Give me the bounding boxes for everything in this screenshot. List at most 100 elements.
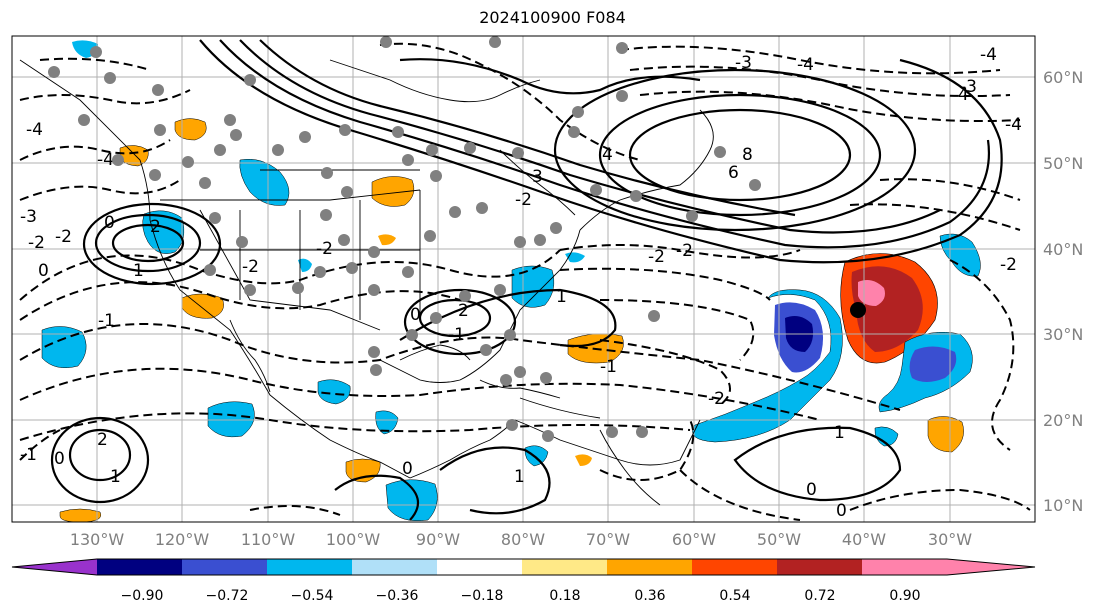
station-marker	[500, 374, 512, 386]
lat-tick-label: 10°N	[1043, 496, 1083, 515]
colorbar-segment	[777, 559, 863, 575]
colorbar-segment	[522, 559, 608, 575]
station-marker	[406, 329, 418, 341]
colorbar-outline	[11, 558, 1036, 576]
contour-label: 0	[402, 459, 413, 479]
station-marker	[314, 266, 326, 278]
storm-center-marker	[850, 302, 866, 318]
colorbar-tick-label: −0.54	[291, 588, 334, 604]
station-marker	[224, 114, 236, 126]
contour-labels: -2 -2 -4 0 -2 -2 2 1 0 -1 2 1 0 2 3 4 6 …	[20, 45, 1022, 521]
contour-label: 8	[742, 145, 753, 165]
contour-label: 4	[602, 145, 613, 165]
colorbar: −0.90 −0.72 −0.54 −0.36 −0.18 0.18 0.36 …	[11, 558, 1036, 604]
station-marker	[489, 36, 501, 48]
graticule	[12, 36, 1035, 522]
colorbar-tick-label: 0.18	[549, 588, 580, 604]
contour-label: -1	[600, 357, 617, 377]
station-marker	[714, 146, 726, 158]
contour-label: -4	[797, 55, 814, 75]
station-marker	[149, 169, 161, 181]
station-marker	[299, 131, 311, 143]
station-markers	[48, 36, 761, 442]
latitude-axis: 60°N 50°N 40°N 30°N 20°N 10°N	[1043, 68, 1083, 515]
station-marker	[368, 246, 380, 258]
station-marker	[550, 222, 562, 234]
colorbar-segment	[97, 559, 183, 575]
station-marker	[320, 209, 332, 221]
contour-label: -2	[242, 257, 259, 277]
contour-label: 0	[806, 480, 817, 500]
station-marker	[90, 46, 102, 58]
station-marker	[341, 186, 353, 198]
colorbar-segment	[352, 559, 438, 575]
lat-tick-label: 60°N	[1043, 68, 1083, 87]
station-marker	[449, 206, 461, 218]
station-marker	[78, 114, 90, 126]
station-marker	[380, 36, 392, 48]
station-marker	[514, 366, 526, 378]
colorbar-tick-label: 0.72	[804, 588, 835, 604]
contour-label: 1	[133, 261, 144, 281]
lon-tick-label: 40°W	[842, 530, 886, 549]
colorbar-segment	[692, 559, 778, 575]
contour-label: -1	[98, 311, 115, 331]
lon-tick-label: 90°W	[416, 530, 460, 549]
colorbar-tick-label: −0.18	[461, 588, 504, 604]
station-marker	[48, 66, 60, 78]
contour-label: -2	[1000, 255, 1017, 275]
contour-label: -3	[20, 207, 37, 227]
contour-label: 2	[458, 301, 469, 321]
station-marker	[590, 184, 602, 196]
lon-tick-label: 100°W	[326, 530, 381, 549]
station-marker	[214, 144, 226, 156]
contour-label: -2	[28, 233, 45, 253]
contour-label: -2	[648, 247, 665, 267]
station-marker	[534, 234, 546, 246]
contour-label: 2	[97, 430, 108, 450]
lat-tick-label: 50°N	[1043, 154, 1083, 173]
colorbar-extend-high	[947, 559, 1035, 575]
station-marker	[392, 126, 404, 138]
station-marker	[292, 282, 304, 294]
station-marker	[749, 179, 761, 191]
contour-label: 4	[958, 85, 969, 105]
contour-label: 0	[38, 261, 49, 281]
station-marker	[636, 426, 648, 438]
station-marker	[339, 124, 351, 136]
contour-label: 0	[54, 449, 65, 469]
station-marker	[494, 284, 506, 296]
station-marker	[542, 430, 554, 442]
station-marker	[402, 266, 414, 278]
contour-label: -2	[676, 241, 693, 261]
lon-tick-label: 30°W	[928, 530, 972, 549]
lon-tick-label: 130°W	[70, 530, 125, 549]
station-marker	[154, 124, 166, 136]
positive-contours	[50, 39, 1003, 521]
colorbar-segment	[182, 559, 268, 575]
colorbar-segment	[607, 559, 693, 575]
station-marker	[338, 234, 350, 246]
lat-tick-label: 20°N	[1043, 411, 1083, 430]
station-marker	[182, 156, 194, 168]
lat-tick-label: 40°N	[1043, 240, 1083, 259]
station-marker	[402, 154, 414, 166]
colorbar-tick-label: −0.90	[121, 588, 164, 604]
colorbar-segment	[267, 559, 353, 575]
colorbar-tick-label: 0.36	[634, 588, 665, 604]
colorbar-tick-label: −0.72	[206, 588, 249, 604]
lon-tick-label: 80°W	[501, 530, 545, 549]
station-marker	[512, 147, 524, 159]
positive-anomaly-shading	[59, 118, 964, 522]
negative-contours	[19, 42, 1031, 521]
contour-label: 6	[728, 163, 739, 183]
station-marker	[199, 177, 211, 189]
lon-tick-label: 120°W	[155, 530, 210, 549]
contour-label: -1	[448, 325, 465, 345]
station-marker	[648, 310, 660, 322]
station-marker	[230, 129, 242, 141]
colorbar-tick-label: 0.54	[719, 588, 750, 604]
contour-label: 1	[834, 423, 845, 443]
station-marker	[346, 262, 358, 274]
contour-label: -4	[97, 150, 114, 170]
